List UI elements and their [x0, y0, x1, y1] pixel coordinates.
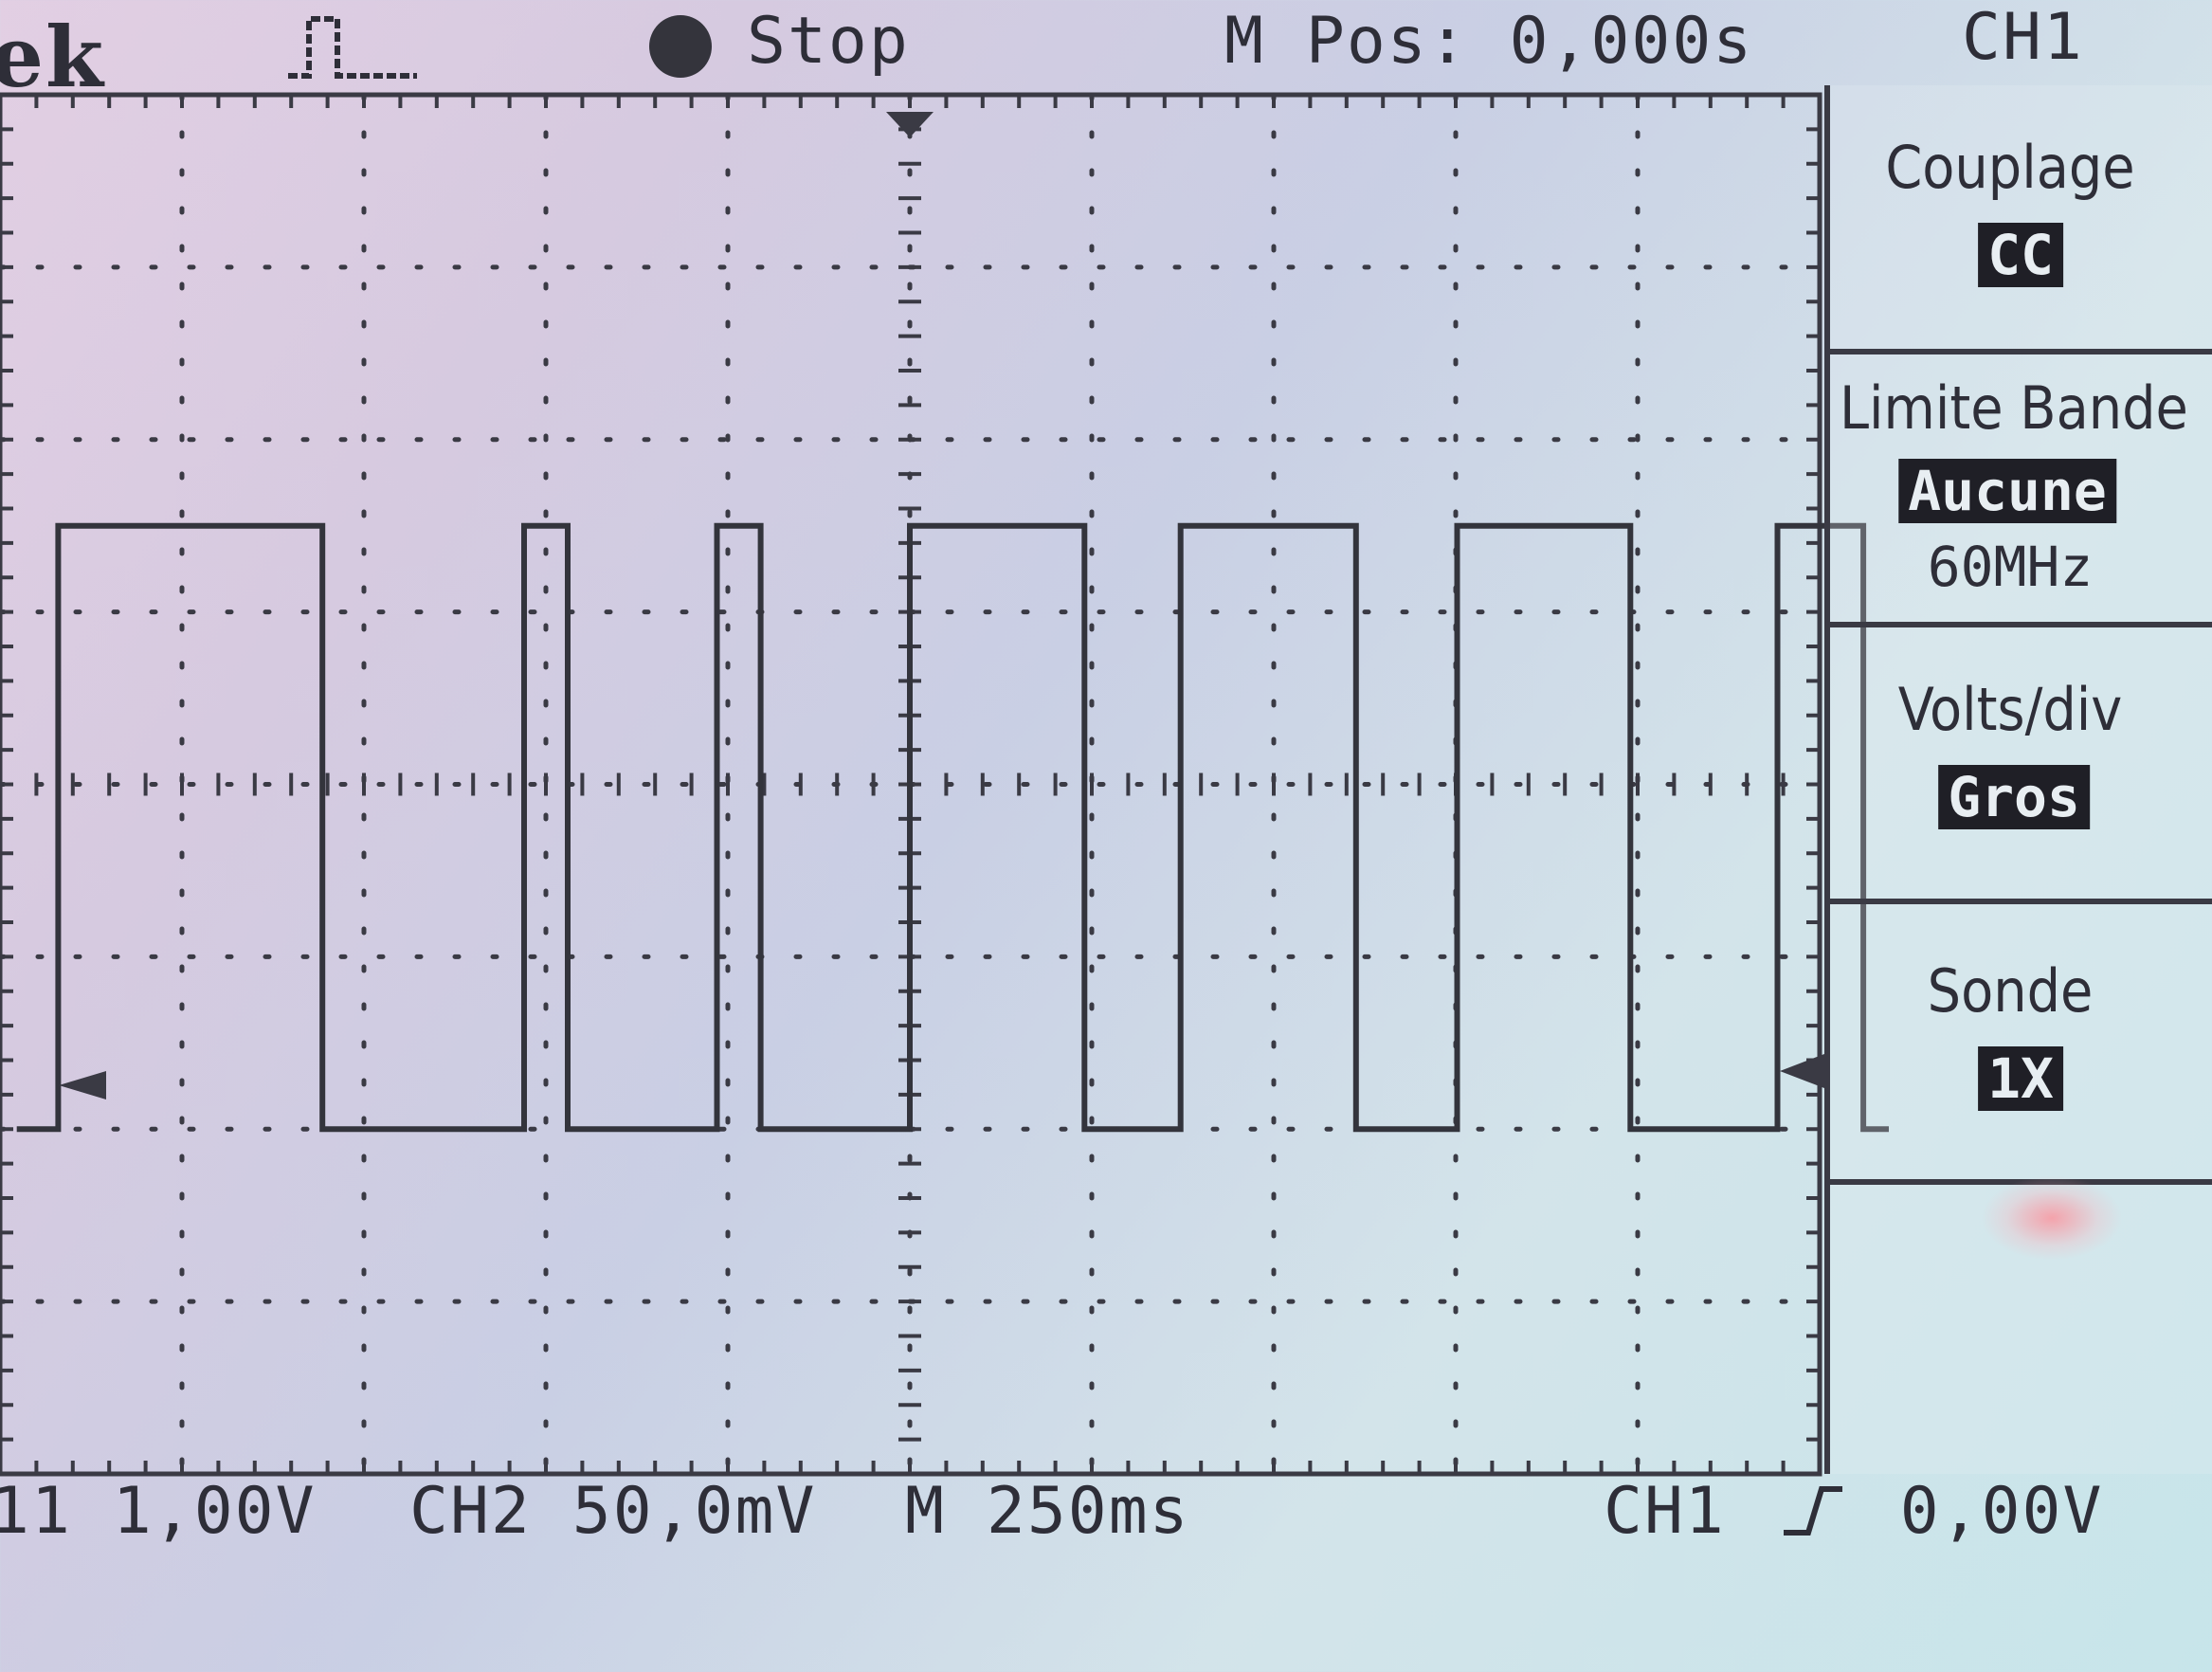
menu-item-title: Sonde: [1927, 956, 2094, 1026]
menu-item-bandwidth-limit[interactable]: Limite Bande Aucune 60MHz: [1830, 354, 2212, 627]
menu-item-volts-div[interactable]: Volts/div Gros: [1830, 627, 2212, 904]
menu-item-title: Volts/div: [1897, 675, 2123, 744]
horizontal-position-readout: M Pos: 0,000s: [1224, 4, 1754, 79]
menu-item-secondary-value: 60MHz: [1927, 535, 2094, 599]
trigger-position-marker: [886, 112, 934, 137]
run-state-indicator: [649, 15, 712, 78]
menu-item-coupling[interactable]: Couplage CC: [1830, 85, 2212, 354]
timebase-readout: M 250ms: [905, 1474, 1190, 1549]
rising-edge-icon: [1783, 1486, 1842, 1536]
screen-glare: [1981, 1175, 2123, 1261]
pulse-icon: [288, 16, 417, 79]
ch1-scale-readout: 11 1,00V: [0, 1474, 317, 1549]
trigger-source: CH1: [1604, 1474, 1726, 1549]
menu-item-value: Gros: [1938, 765, 2090, 829]
trigger-readout: CH1 0,00V: [1604, 1474, 2103, 1549]
trigger-level: 0,00V: [1899, 1474, 2104, 1549]
run-state: Stop: [747, 4, 910, 79]
ch2-scale-readout: CH2 50,0mV: [409, 1474, 817, 1549]
ch1-trace: [16, 522, 1889, 1133]
menu-channel-label: CH1: [1962, 0, 2084, 75]
graticule-grid: [0, 92, 1822, 1477]
menu-item-probe[interactable]: Sonde 1X: [1830, 904, 2212, 1185]
trigger-level-marker: [1780, 1054, 1824, 1088]
menu-item-title: Couplage: [1885, 133, 2135, 202]
menu-item-title: Limite Bande: [1840, 373, 2188, 443]
channel-menu: Couplage CC Limite Bande Aucune 60MHz Vo…: [1824, 85, 2212, 1474]
menu-item-value: 1X: [1978, 1046, 2063, 1111]
brand-logo: ek: [0, 8, 105, 106]
menu-item-value: Aucune: [1898, 459, 2116, 523]
ch1-ground-marker: [59, 1071, 106, 1100]
menu-item-value: CC: [1978, 223, 2063, 287]
